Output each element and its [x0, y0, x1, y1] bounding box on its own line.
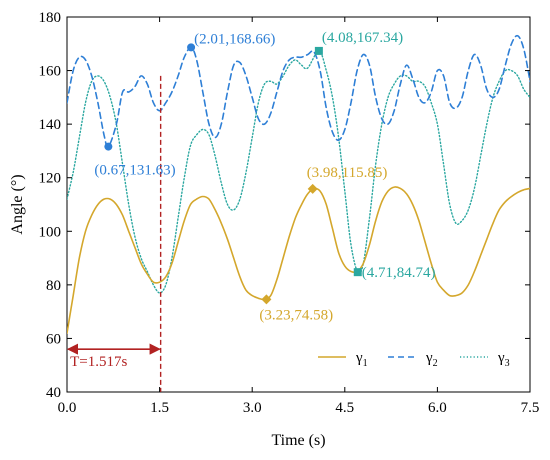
x-tick-label: 1.5 — [150, 400, 169, 416]
y-axis-label: Angle (°) — [9, 174, 26, 234]
y-tick-label: 120 — [39, 171, 62, 187]
annotation-point — [187, 43, 196, 52]
x-axis-label: Time (s) — [271, 432, 325, 449]
series-line-γ2 — [67, 34, 530, 148]
x-tick-label: 4.5 — [335, 400, 354, 416]
y-tick-label: 80 — [46, 278, 61, 294]
legend: γ1 γ2 γ3 — [318, 350, 510, 369]
annotation-point — [353, 268, 362, 277]
x-tick-label: 3.0 — [243, 400, 262, 416]
plot-area — [67, 34, 530, 392]
x-tick-label: 0.0 — [58, 400, 77, 416]
annotation-point — [307, 183, 318, 194]
x-tick-label: 7.5 — [521, 400, 540, 416]
series-line-γ1 — [67, 186, 530, 334]
annotation-label: (4.08,167.34) — [322, 30, 403, 46]
period-label: T=1.517s — [70, 354, 127, 370]
annotation-point — [314, 46, 323, 55]
legend-label-γ3: γ3 — [497, 350, 510, 369]
annotation-label: (3.98,115.85) — [307, 165, 388, 181]
x-tick-label: 6.0 — [428, 400, 447, 416]
y-tick-label: 140 — [39, 117, 62, 133]
annotation-label: (0.67,131.63) — [94, 163, 175, 179]
annotation-point — [261, 294, 272, 305]
y-tick-label: 160 — [39, 64, 62, 80]
y-tick-label: 40 — [46, 385, 61, 401]
annotation-label: (3.23,74.58) — [259, 307, 333, 323]
y-tick-label: 60 — [46, 331, 61, 347]
axes: 0.0 1.5 3.0 4.5 6.0 7.5 40 60 80 100 120 140 160 180 T… — [39, 10, 540, 416]
series-line-γ3 — [67, 50, 530, 294]
y-tick-label: 100 — [39, 224, 62, 240]
legend-label-γ1: γ1 — [355, 350, 368, 369]
legend-label-γ2: γ2 — [425, 350, 438, 369]
y-tick-label: 180 — [39, 10, 62, 26]
plot-frame — [66, 16, 531, 393]
annotation-label: (4.71,84.74) — [362, 265, 436, 281]
annotation-point — [104, 142, 113, 151]
annotation-label: (2.01,168.66) — [194, 31, 275, 47]
